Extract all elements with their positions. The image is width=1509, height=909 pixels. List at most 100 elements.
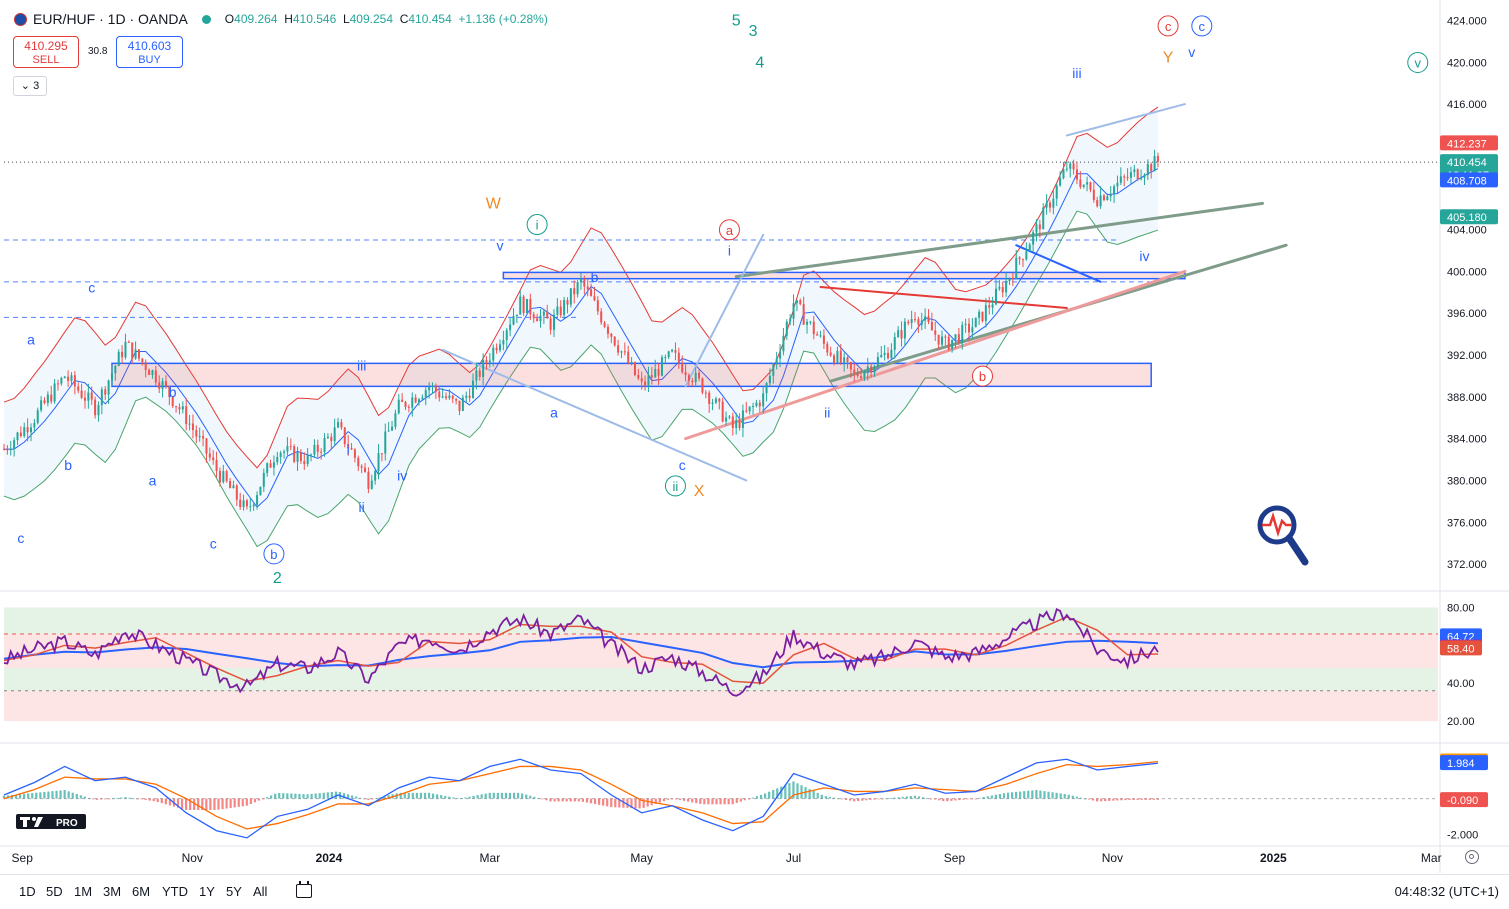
candle (940, 336, 944, 345)
candle (576, 282, 579, 295)
timeframe-1y-button[interactable]: 1Y (199, 884, 215, 899)
buy-button[interactable]: 410.603 BUY (116, 36, 183, 68)
macd-histogram-bar (294, 793, 297, 799)
macd-histogram-bar (950, 798, 953, 801)
macd-histogram-bar (346, 794, 350, 799)
wave-label: 3 (749, 23, 758, 40)
candle (981, 311, 984, 321)
macd-histogram-bar (468, 796, 471, 799)
calendar-icon[interactable] (296, 881, 312, 898)
rsi-badge-bg (1440, 640, 1482, 656)
wave-label-text: i (347, 441, 350, 457)
rsi-tick-label: 20.00 (1447, 716, 1475, 728)
candle (1055, 185, 1058, 199)
candle (593, 296, 596, 301)
settings-icon[interactable] (1465, 850, 1479, 864)
macd-histogram-bar (270, 795, 273, 799)
timeframe-6m-button[interactable]: 6M (132, 884, 151, 899)
candle (296, 452, 299, 462)
macd-histogram-bar (334, 791, 338, 799)
candle (579, 278, 582, 283)
macd-histogram-bar (375, 798, 378, 799)
wave-label: c (1191, 15, 1213, 37)
candle (154, 370, 157, 383)
candle (687, 375, 690, 381)
macd-histogram-bar (152, 798, 155, 802)
price-change: +1.136 (+0.28%) (458, 12, 548, 26)
wave-label: a (550, 405, 558, 421)
macd-histogram-bar (217, 798, 220, 810)
magnifier-icon[interactable] (1257, 505, 1309, 566)
candle (893, 337, 896, 350)
price-axis-badge: 405.180 (1440, 209, 1498, 225)
timeframe-ytd-button[interactable]: YTD (162, 884, 188, 899)
time-tick-label: 2025 (1260, 851, 1287, 865)
candle (731, 416, 734, 429)
wave-label-text: 4 (755, 55, 764, 72)
candle (9, 449, 12, 451)
candle (141, 358, 144, 363)
macd-histogram-bar (743, 798, 746, 801)
macd-histogram-bar (124, 797, 127, 799)
candle (590, 289, 593, 297)
candle (70, 375, 73, 381)
clock[interactable]: 04:48:32 (UTC+1) (1394, 884, 1499, 899)
wave-label-text: ii (673, 479, 679, 494)
timeframe-1m-button[interactable]: 1M (74, 884, 93, 899)
macd-histogram-bar (687, 798, 690, 802)
candle (738, 420, 741, 428)
candle (444, 396, 448, 399)
macd-histogram-bar (1104, 798, 1107, 802)
price-axis-badge: 408.708 (1440, 172, 1498, 188)
macd-histogram-bar (877, 798, 880, 800)
candle (310, 454, 313, 456)
candle (202, 436, 205, 439)
candle (468, 395, 471, 398)
candle (117, 351, 120, 366)
macd-histogram-bar (683, 798, 686, 801)
macd-histogram-bar (800, 785, 803, 799)
candle (934, 330, 937, 335)
price-axis-badge: 412.237 (1440, 135, 1498, 151)
sell-button[interactable]: 410.295 SELL (13, 36, 79, 68)
candle (542, 311, 545, 316)
candle (374, 471, 377, 481)
timeframe-all-button[interactable]: All (253, 884, 268, 899)
candle (762, 393, 765, 407)
timeframe-1d-button[interactable]: 1D (19, 884, 36, 899)
macd-histogram-bar (691, 798, 694, 803)
macd-histogram-bar (1144, 798, 1147, 800)
symbol-title[interactable]: EUR/HUF · 1D · OANDA (33, 11, 188, 27)
macd-histogram-bar (1079, 797, 1083, 799)
macd-histogram-bar (784, 784, 787, 799)
candle (826, 343, 829, 353)
candle (984, 305, 987, 321)
macd-histogram-bar (322, 792, 325, 799)
timeframe-5y-button[interactable]: 5Y (226, 884, 242, 899)
candle (242, 500, 245, 507)
candle (772, 364, 775, 376)
macd-histogram-bar (91, 798, 95, 800)
candle (191, 423, 194, 431)
candle (384, 431, 387, 454)
indicators-collapse-button[interactable]: ⌄ 3 (13, 76, 47, 96)
wave-label-circle (971, 365, 993, 387)
macd-histogram-bar (1019, 791, 1022, 799)
wave-label-text: Y (1163, 49, 1174, 66)
macd-histogram-bar (873, 798, 876, 800)
macd-histogram-bar (662, 798, 665, 802)
candle (505, 330, 508, 341)
candle (789, 318, 792, 322)
candle (323, 438, 326, 452)
candle (357, 457, 360, 467)
timeframe-5d-button[interactable]: 5D (46, 884, 63, 899)
macd-histogram-bar (942, 798, 945, 802)
candle (836, 350, 839, 363)
macd-histogram-bar (954, 798, 957, 801)
macd-signal-line (3, 760, 1159, 830)
candle (1099, 195, 1102, 207)
timeframe-3m-button[interactable]: 3M (103, 884, 122, 899)
candle (215, 459, 218, 471)
candle (1062, 169, 1065, 179)
